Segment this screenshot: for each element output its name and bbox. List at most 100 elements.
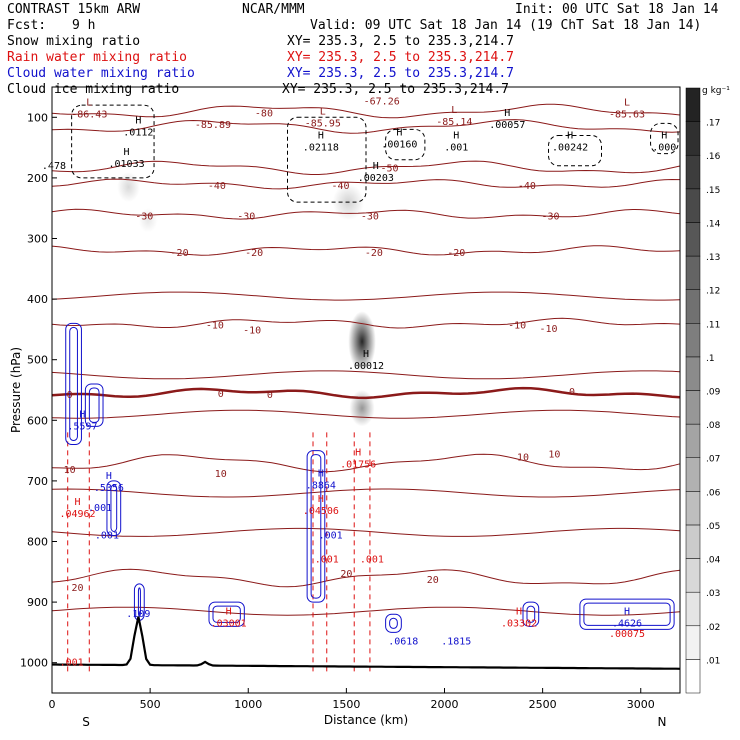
cloud-water-contour (84, 383, 104, 427)
y-axis-title: Pressure (hPa) (9, 347, 23, 433)
colorbar-tick-label: .05 (706, 522, 720, 532)
cloud-water-contour (583, 602, 671, 626)
cloud-water-contour (65, 322, 82, 446)
colorbar-tick-label: .1 (706, 354, 715, 364)
cloud-water-contour (208, 601, 245, 627)
extremum-value: .0618 (388, 636, 418, 647)
terrain-line (52, 616, 681, 670)
isotherm-minor (51, 527, 681, 537)
extremum-value: -85.89 (195, 120, 231, 131)
y-tick-label: 600 (27, 414, 48, 427)
colorbar-segment (685, 154, 701, 190)
isotherm-0 (51, 386, 681, 400)
extremum-value: .01756 (340, 460, 376, 471)
field-rain-xy: XY= 235.3, 2.5 to 235.3,214.7 (287, 50, 514, 65)
extremum-value: .109 (126, 609, 150, 620)
colorbar-tick-label: .17 (706, 119, 720, 129)
cloud-water-contour (579, 598, 675, 630)
extremum-value: .5356 (94, 483, 124, 494)
extremum-value: .000 (652, 143, 676, 154)
extremum-marker: H (124, 147, 130, 158)
cloud-water-contour (212, 605, 241, 623)
colorbar-segment (685, 323, 701, 358)
end-label-north: N (658, 715, 667, 729)
isotherm-label: -10 (508, 321, 526, 332)
y-tick-label: 400 (27, 293, 48, 306)
org-title: NCAR/MMM (242, 2, 305, 17)
extremum-value: .001 (360, 555, 384, 566)
x-tick-label: 500 (140, 698, 161, 711)
isotherm-label: -10 (243, 325, 261, 336)
extremum-marker: H (79, 409, 85, 420)
isotherm--30 (51, 208, 681, 220)
cloud-water-contour (526, 605, 536, 623)
colorbar-segment (685, 524, 701, 559)
extremum-marker: H (318, 469, 324, 480)
colorbar-segment (685, 659, 701, 694)
y-tick-label: 200 (27, 172, 48, 185)
isotherm-label: -20 (171, 248, 189, 259)
isotherm-label: -40 (331, 181, 349, 192)
snow-contour (385, 128, 426, 161)
y-tick-label: 800 (27, 536, 48, 549)
colorbar-segment (685, 356, 701, 391)
extremum-value: -67.26 (364, 97, 400, 108)
colorbar-tick-label: .13 (706, 253, 720, 263)
extremum-value: .5597 (67, 421, 97, 432)
extremum-marker: H (226, 606, 232, 617)
colorbar-tick-label: .08 (706, 421, 721, 431)
extremum-value: .03302 (501, 618, 537, 629)
colorbar-tick-label: .02 (706, 623, 720, 633)
isotherm-label: -20 (365, 248, 383, 259)
x-tick-label: 3000 (627, 698, 655, 711)
extremum-value: .001 (95, 530, 119, 541)
extremum-marker: L (320, 106, 326, 117)
cloud-water-contour (310, 454, 322, 599)
extremum-value: .00075 (609, 629, 645, 640)
x-tick-label: 1500 (332, 698, 360, 711)
extremum-marker: H (355, 448, 361, 459)
colorbar-tick-label: .06 (706, 488, 721, 498)
colorbar-segment (685, 457, 701, 492)
isotherm-minor (51, 488, 681, 498)
colorbar-tick-label: .04 (706, 556, 721, 566)
cloud-water-contour (69, 326, 78, 442)
contour-labels: -80 -50 -40 -40 -40 -30 -30 -30 -30 -20 -20 -20 -20 -… (42, 97, 676, 669)
colorbar-segment (685, 87, 701, 122)
isotherm-minor (51, 370, 681, 380)
colorbar-tick-label: .15 (706, 186, 720, 196)
x-tick-label: 2000 (431, 698, 459, 711)
end-label-south: S (82, 715, 90, 729)
extremum-value: .00057 (489, 120, 525, 131)
extremum-marker: H (363, 349, 369, 360)
extremum-marker: H (318, 494, 324, 505)
colorbar-unit: g kg⁻¹ (702, 86, 730, 96)
extremum-marker: H (453, 131, 459, 142)
isotherm-label: -40 (208, 181, 226, 192)
colorbar-segment (685, 222, 701, 257)
y-tick-label: 900 (27, 596, 48, 609)
ice-shade-3 (117, 171, 140, 203)
extremum-value: .001 (444, 143, 468, 154)
isotherm-label: 10 (517, 453, 529, 464)
colorbar-segment (685, 121, 701, 156)
colorbar-tick-label: .03 (706, 589, 720, 599)
init-time: Init: 00 UTC Sat 18 Jan 14 (515, 2, 719, 17)
isotherm-minor (51, 606, 681, 616)
colorbar-tick-label: .14 (706, 219, 721, 229)
fcst-label: Fcst: (7, 18, 46, 33)
cloud-water-contours (65, 322, 675, 633)
extremum-value: .001 (319, 530, 343, 541)
valid-time: Valid: 09 UTC Sat 18 Jan 14 (19 ChT Sat … (310, 18, 701, 33)
fcst-value: 9 h (72, 18, 95, 33)
snow-contour (548, 134, 603, 167)
isotherm-label: 0 (569, 387, 575, 398)
ice-shade-4 (138, 208, 158, 233)
colorbar-tick-label: .12 (706, 287, 720, 297)
extremum-value: .001 (88, 503, 112, 514)
extremum-marker: H (396, 128, 402, 139)
extremum-marker: H (516, 606, 522, 617)
isotherm-label: -20 (447, 248, 465, 259)
extremum-value: .001 (60, 658, 84, 669)
